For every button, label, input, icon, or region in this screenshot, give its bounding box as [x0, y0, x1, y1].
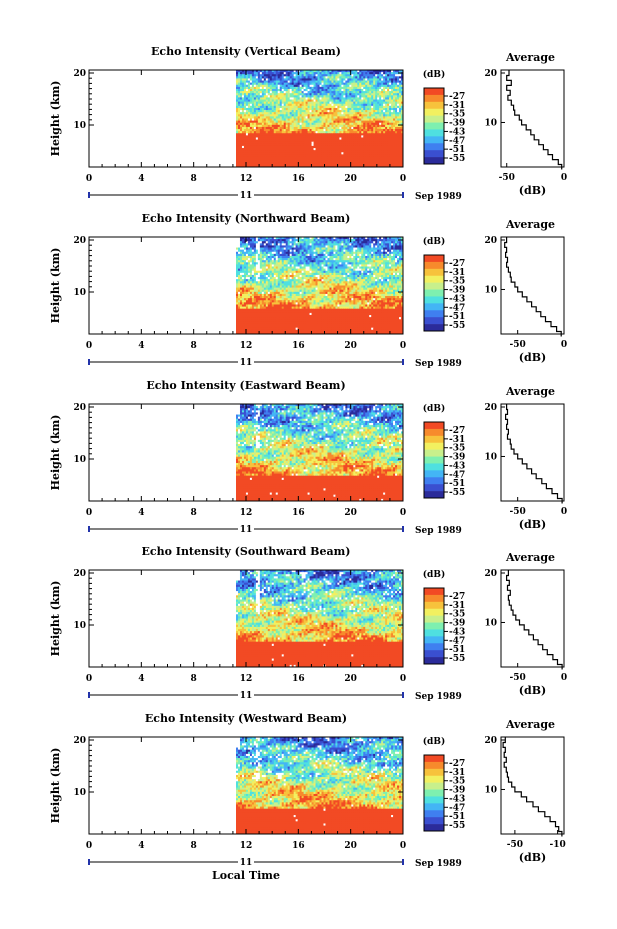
colorbar-segment	[424, 102, 444, 109]
x-tick-label: 0	[400, 174, 406, 184]
panel-1: Echo Intensity (Vertical Beam) 20 10 Height…	[49, 45, 567, 202]
avg-x-tick-label: 0	[561, 173, 567, 183]
y-tick-label: 20	[73, 69, 86, 79]
heatmap-field	[236, 237, 403, 334]
colorbar-segment	[424, 143, 444, 150]
x-tick-label: 0	[86, 174, 92, 184]
colorbar-segment	[424, 116, 444, 123]
y-tick-label: 10	[73, 121, 86, 131]
colorbar-segment	[424, 88, 444, 95]
colorbar-segment	[424, 109, 444, 116]
avg-x-tick-label: -50	[499, 173, 515, 183]
average-title: Average	[505, 51, 555, 64]
x-tick-label: 8	[191, 174, 197, 184]
average-frame	[501, 70, 564, 167]
x-tick-label: 16	[292, 174, 305, 184]
avg-x-axis-label: (dB)	[519, 184, 546, 197]
month-label: Sep 1989	[415, 192, 462, 202]
day-label: 11	[240, 191, 253, 201]
x-tick-label: 4	[138, 174, 144, 184]
colorbar-segment	[424, 157, 444, 164]
average-profile-line	[507, 71, 562, 170]
colorbar-segment	[424, 129, 444, 136]
colorbar-segment	[424, 150, 444, 157]
avg-y-tick-label: 20	[484, 69, 497, 79]
colorbar-segment	[424, 136, 444, 143]
x-tick-label: 20	[344, 174, 357, 184]
y-axis-label: Height (km)	[49, 81, 62, 157]
heatmap-field	[236, 70, 403, 167]
panel-2: Echo Intensity (Northward Beam)2010Heigh…	[49, 212, 567, 369]
x-tick-label: 12	[240, 174, 253, 184]
colorbar-segment	[424, 123, 444, 130]
panel-title: Echo Intensity (Vertical Beam)	[151, 45, 341, 58]
avg-y-tick-label: 10	[484, 118, 497, 128]
colorbar-tick-label: -55	[449, 154, 465, 164]
panel-title: Echo Intensity (Northward Beam)	[142, 212, 351, 225]
colorbar-segment	[424, 95, 444, 102]
colorbar-units: (dB)	[423, 69, 445, 80]
